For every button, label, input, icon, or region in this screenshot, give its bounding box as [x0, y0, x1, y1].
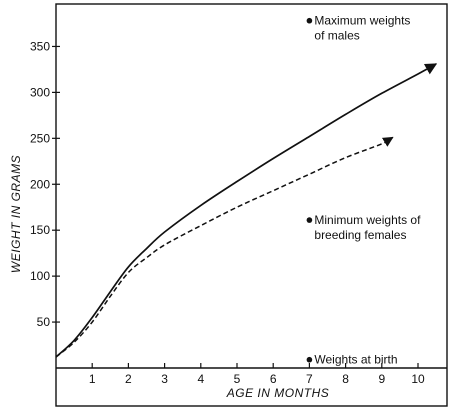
x-tick-label: 1 — [89, 372, 96, 386]
x-tick-label: 5 — [234, 372, 241, 386]
annotation-label: breeding females — [314, 228, 406, 242]
y-tick-label: 50 — [37, 315, 51, 329]
annotation-label: Maximum weights — [314, 14, 410, 28]
y-tick-label: 200 — [30, 177, 50, 191]
x-tick-label: 9 — [378, 372, 385, 386]
annotation-label: Weights at birth — [314, 353, 397, 367]
y-tick-label: 300 — [30, 85, 50, 99]
axis-ticks: 50 100 150 200 250 300 350 1 2 3 4 5 6 7 8 9 10 — [30, 39, 425, 386]
y-tick-label: 350 — [30, 39, 50, 53]
y-tick-label: 250 — [30, 131, 50, 145]
annotation-label: Minimum weights of — [314, 213, 421, 227]
x-tick-label: 10 — [411, 372, 425, 386]
series-line-dashed — [55, 136, 394, 358]
x-axis-label: AGE IN MONTHS — [226, 386, 330, 400]
x-tick-label: 6 — [270, 372, 277, 386]
annotation-dot — [306, 17, 313, 24]
annotation-dot — [306, 217, 313, 223]
annotation-label: of males — [314, 29, 359, 43]
x-tick-label: 2 — [125, 372, 132, 386]
chart-frame — [55, 3, 448, 407]
x-tick-label: 8 — [342, 372, 349, 386]
annotation-dot — [306, 356, 313, 363]
outer-border — [55, 3, 448, 407]
x-tick-label: 7 — [306, 372, 313, 386]
y-axis-label: WEIGHT IN GRAMS — [9, 155, 23, 273]
x-tick-label: 4 — [197, 372, 204, 386]
y-tick-label: 100 — [30, 269, 50, 283]
x-tick-label: 3 — [161, 372, 168, 386]
y-tick-label: 150 — [30, 223, 50, 237]
series-layer — [55, 63, 438, 358]
series-line-solid — [55, 63, 438, 358]
